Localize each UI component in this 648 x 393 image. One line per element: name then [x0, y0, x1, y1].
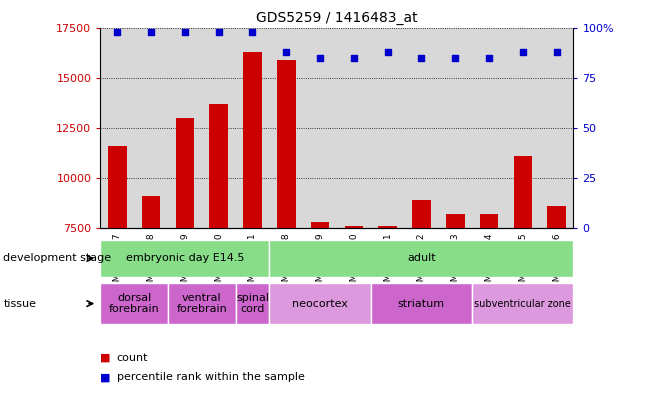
Bar	[176, 118, 194, 228]
Text: ventral
forebrain: ventral forebrain	[176, 293, 227, 314]
Text: striatum: striatum	[398, 299, 445, 309]
Point	[179, 28, 190, 35]
Bar	[270, 240, 573, 277]
Text: percentile rank within the sample: percentile rank within the sample	[117, 372, 305, 382]
Bar	[513, 156, 532, 228]
Point	[484, 55, 494, 61]
Text: subventricular zone: subventricular zone	[474, 299, 572, 309]
Bar	[412, 200, 431, 228]
Point	[551, 48, 562, 55]
Text: neocortex: neocortex	[292, 299, 348, 309]
Text: spinal
cord: spinal cord	[236, 293, 269, 314]
Bar	[142, 196, 161, 228]
Text: development stage: development stage	[3, 253, 111, 263]
Text: ■: ■	[100, 372, 111, 382]
Point	[146, 28, 156, 35]
Bar	[168, 283, 236, 324]
Bar	[472, 283, 573, 324]
Bar	[371, 283, 472, 324]
Point	[112, 28, 122, 35]
Bar	[108, 146, 126, 228]
Bar	[100, 283, 168, 324]
Bar	[311, 222, 329, 228]
Bar	[270, 283, 371, 324]
Point	[281, 48, 292, 55]
Point	[349, 55, 359, 61]
Bar	[480, 214, 498, 228]
Bar	[548, 206, 566, 228]
Title: GDS5259 / 1416483_at: GDS5259 / 1416483_at	[256, 11, 418, 25]
Text: dorsal
forebrain: dorsal forebrain	[109, 293, 159, 314]
Point	[248, 28, 258, 35]
Text: embryonic day E14.5: embryonic day E14.5	[126, 253, 244, 263]
Point	[518, 48, 528, 55]
Bar	[345, 226, 363, 228]
Point	[416, 55, 426, 61]
Bar	[446, 214, 465, 228]
Text: adult: adult	[407, 253, 435, 263]
Text: tissue: tissue	[3, 299, 36, 309]
Text: count: count	[117, 353, 148, 363]
Point	[450, 55, 460, 61]
Bar	[378, 226, 397, 228]
Bar	[236, 283, 270, 324]
Bar	[209, 104, 228, 228]
Point	[315, 55, 325, 61]
Bar	[243, 51, 262, 228]
Bar	[277, 60, 295, 228]
Point	[213, 28, 224, 35]
Bar	[100, 240, 270, 277]
Text: ■: ■	[100, 353, 111, 363]
Point	[382, 48, 393, 55]
